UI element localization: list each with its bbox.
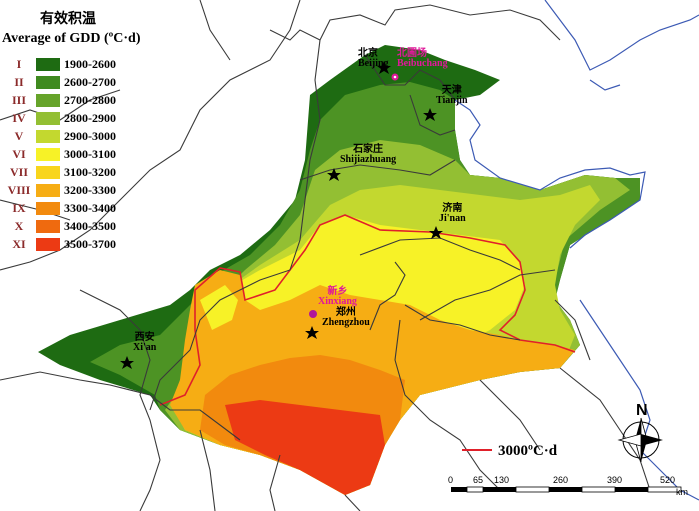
- legend-range: 3400-3500: [64, 218, 116, 233]
- city-name-cn: 郑州: [335, 307, 356, 318]
- legend-range: 2800-2900: [64, 110, 116, 125]
- legend-swatch: [36, 57, 60, 71]
- legend-roman: XI: [12, 236, 26, 251]
- scale-tick-label: 520: [660, 475, 676, 485]
- xian-star: [120, 356, 134, 369]
- legend-row: IX 3300-3400: [4, 199, 116, 217]
- legend-swatch: [36, 201, 60, 215]
- north-arrow: [617, 417, 663, 463]
- legend-row: XI 3500-3700: [4, 235, 116, 253]
- city-label-jinan: 济南 Ji'nan: [439, 204, 466, 224]
- legend-roman: VII: [9, 164, 28, 179]
- legend-row: II 2600-2700: [4, 73, 116, 91]
- tianjin-star: [423, 108, 437, 121]
- legend-row: V 2900-3000: [4, 127, 116, 145]
- legend-range: 3100-3200: [64, 164, 116, 179]
- city-label-shijiazhuang: 石家庄 Shijiazhuang: [340, 145, 396, 165]
- zhengzhou-star: [305, 326, 319, 339]
- legend-range: 3500-3700: [64, 236, 116, 251]
- north-arrow-letter: N: [636, 402, 648, 419]
- city-name-cn: 北京: [358, 48, 378, 59]
- city-name-cn: 济南: [442, 203, 463, 214]
- scale-tick-label: 65: [473, 475, 484, 485]
- city-label-zhengzhou: 郑州 Zhengzhou: [322, 308, 370, 328]
- legend-range: 1900-2600: [64, 56, 116, 71]
- scale-tick-label: 390: [607, 475, 623, 485]
- city-name-en: Beijing: [358, 58, 389, 69]
- zone-XI: [225, 400, 385, 495]
- legend-roman: I: [16, 56, 22, 71]
- scale-bar: [451, 486, 682, 493]
- legend-row: VI 3000-3100: [4, 145, 116, 163]
- legend-title: 有效积温: [40, 12, 96, 27]
- legend-range: 3300-3400: [64, 200, 116, 215]
- scale-tick-label: 0: [448, 475, 454, 485]
- legend-subtitle: Average of GDD (ºC·d): [2, 31, 141, 46]
- city-name-en: Beibuchang: [397, 58, 448, 69]
- legend-range: 2900-3000: [64, 128, 116, 143]
- legend-roman: III: [11, 92, 26, 107]
- legend-row: I 1900-2600: [4, 55, 116, 73]
- legend-range: 3000-3100: [64, 146, 116, 161]
- city-name-en: Zhengzhou: [322, 317, 370, 328]
- city-name-cn: 西安: [134, 332, 155, 343]
- city-name-en: Xinxiang: [318, 296, 357, 307]
- contour-3000: [159, 214, 576, 406]
- legend-roman: VIII: [7, 182, 31, 197]
- city-name-en: Xi'an: [133, 342, 157, 353]
- city-label-tianjin: 天津 Tianjin: [436, 86, 468, 106]
- city-name-en: Ji'nan: [439, 213, 466, 224]
- city-name-en: Shijiazhuang: [340, 154, 397, 165]
- city-name-cn: 石家庄: [353, 144, 384, 155]
- legend-range: 2600-2700: [64, 74, 116, 89]
- legend-roman: II: [14, 74, 24, 89]
- province-boundaries: [0, 0, 651, 511]
- city-label-xinxiang: 新乡 Xinxiang: [318, 287, 357, 307]
- shijiazhuang-star: [327, 168, 341, 181]
- legend-row: VII 3100-3200: [4, 163, 116, 181]
- scale-tick-label: 260: [553, 475, 569, 485]
- legend-swatch: [36, 111, 60, 125]
- city-name-en: Tianjin: [436, 95, 468, 106]
- city-name-cn: 北圃场: [397, 48, 427, 59]
- legend-roman: IX: [12, 200, 26, 215]
- legend-swatch: [36, 219, 60, 233]
- study-region: [38, 45, 640, 495]
- coastline: [454, 0, 699, 501]
- jinan-star: [429, 226, 443, 239]
- legend-swatch: [36, 237, 60, 251]
- legend-roman: X: [14, 218, 24, 233]
- legend-row: IV 2800-2900: [4, 109, 116, 127]
- beibuchang-marker-center: [393, 75, 397, 79]
- legend-range: 2700-2800: [64, 92, 116, 107]
- contour-legend-label: 3000ºC·d: [498, 443, 558, 459]
- legend-roman: VI: [12, 146, 26, 161]
- scale-tick-label: 130: [494, 475, 510, 485]
- city-name-cn: 新乡: [327, 286, 348, 297]
- legend-row: III 2700-2800: [4, 91, 116, 109]
- legend-roman: IV: [12, 110, 26, 125]
- city-name-cn: 天津: [441, 85, 462, 96]
- legend-roman: V: [14, 128, 24, 143]
- legend-swatch: [36, 165, 60, 179]
- city-label-xian: 西安 Xi'an: [133, 333, 156, 353]
- city-label-beibuchang: 北圃场 Beibuchang: [397, 49, 448, 69]
- beijing-star: [377, 61, 391, 74]
- city-label-beijing: 北京 Beijing: [358, 49, 389, 69]
- legend-row: X 3400-3500: [4, 217, 116, 235]
- legend-swatch: [36, 129, 60, 143]
- scale-unit: km: [676, 487, 688, 497]
- legend-range: 3200-3300: [64, 182, 116, 197]
- legend-row: VIII 3200-3300: [4, 181, 116, 199]
- legend-swatch: [36, 183, 60, 197]
- legend-swatch: [36, 147, 60, 161]
- legend-swatch: [36, 75, 60, 89]
- city-markers: [120, 61, 443, 369]
- xinxiang-marker: [309, 310, 317, 318]
- legend-swatch: [36, 93, 60, 107]
